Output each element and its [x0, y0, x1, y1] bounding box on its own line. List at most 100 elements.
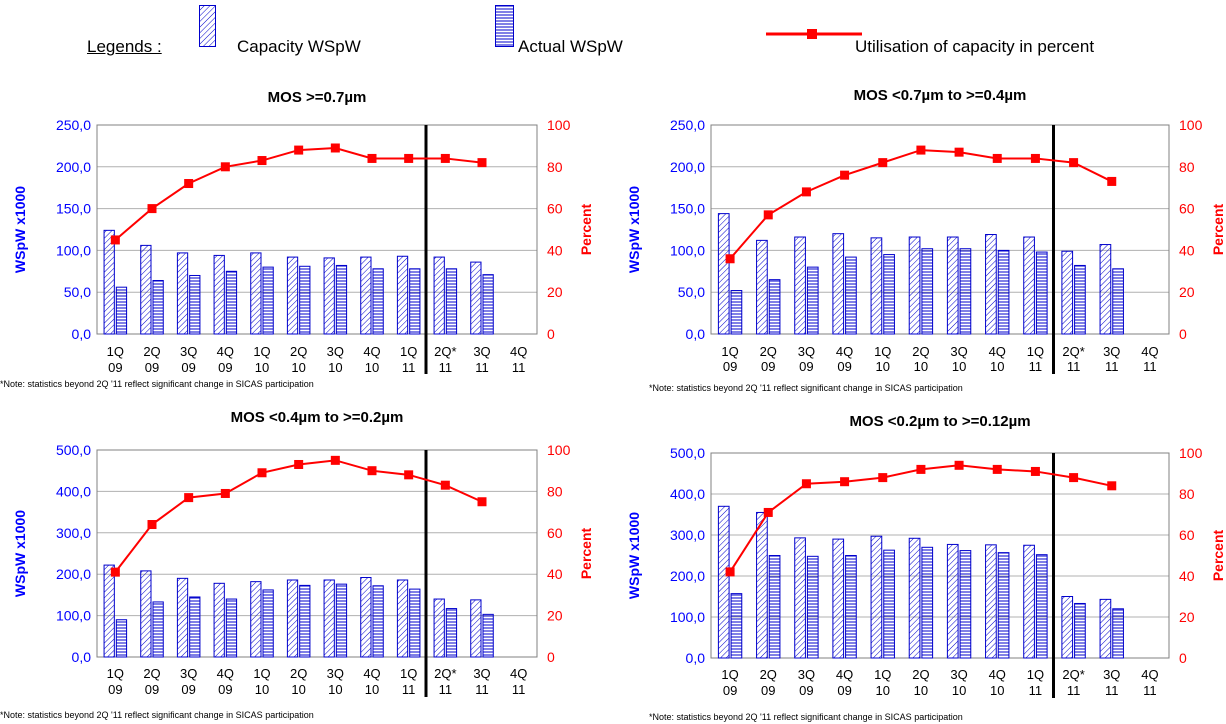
category-year-label: 11: [439, 682, 453, 697]
left-tick-label: 100,0: [56, 242, 91, 258]
utilisation-point: [147, 204, 157, 214]
category-label: 3Q: [327, 344, 344, 359]
actual-bar: [768, 279, 781, 335]
utilisation-point: [878, 158, 888, 168]
utilisation-point: [878, 473, 888, 483]
right-tick-label: 60: [547, 201, 563, 217]
right-tick-label: 40: [1179, 242, 1195, 258]
utilisation-point: [440, 480, 450, 490]
category-label: 2Q*: [1062, 344, 1084, 359]
category-year-label: 10: [914, 359, 928, 374]
capacity-bar: [1023, 236, 1035, 335]
category-year-label: 10: [255, 360, 269, 375]
category-year-label: 11: [1105, 359, 1119, 374]
chart-note: *Note: statistics beyond 2Q '11 reflect …: [649, 383, 963, 393]
category-label: 4Q: [510, 344, 527, 359]
category-year-label: 09: [799, 683, 813, 698]
right-tick-label: 20: [547, 284, 563, 300]
left-tick-label: 500,0: [670, 445, 705, 461]
capacity-bar: [717, 213, 730, 335]
right-tick-label: 100: [1179, 117, 1203, 133]
plot-frame: [710, 124, 1170, 335]
actual-bar: [921, 546, 934, 659]
plot-frame: [96, 124, 538, 335]
left-axis-title: WSpW x1000: [626, 512, 642, 599]
utilisation-point: [367, 466, 377, 476]
category-year-label: 11: [402, 682, 416, 697]
category-year-label: 09: [145, 360, 159, 375]
capacity-bar: [250, 581, 262, 658]
utilisation-point: [404, 470, 414, 480]
category-year-label: 09: [108, 682, 122, 697]
actual-bar: [335, 264, 348, 335]
utilisation-point: [257, 156, 267, 166]
capacity-bar: [286, 256, 299, 335]
right-tick-label: 60: [1179, 201, 1195, 217]
category-label: 3Q: [180, 666, 197, 681]
capacity-bar: [1061, 250, 1074, 335]
utilisation-point: [1030, 466, 1040, 476]
category-label: 1Q: [400, 666, 417, 681]
actual-bar: [806, 266, 819, 335]
category-year-label: 10: [952, 683, 966, 698]
category-label: 4Q: [989, 667, 1006, 682]
utilisation-point: [1069, 473, 1079, 483]
category-year-label: 09: [108, 360, 122, 375]
left-tick-label: 150,0: [670, 201, 705, 217]
utilisation-point: [916, 145, 926, 155]
capacity-bar: [832, 233, 845, 335]
category-year-label: 11: [1105, 683, 1119, 698]
capacity-bar: [1099, 598, 1112, 659]
left-tick-label: 0,0: [686, 326, 706, 342]
category-label: 3Q: [473, 666, 490, 681]
category-label: 2Q*: [434, 666, 456, 681]
capacity-bar: [103, 229, 115, 335]
category-year-label: 11: [1029, 359, 1043, 374]
left-tick-label: 100,0: [670, 242, 705, 258]
left-tick-label: 300,0: [56, 525, 91, 541]
actual-bar: [115, 619, 128, 658]
category-label: 4Q: [836, 667, 853, 682]
utilisation-point: [477, 158, 487, 168]
capacity-bar: [946, 236, 959, 335]
category-label: 3Q: [473, 344, 490, 359]
right-axis-title: Percent: [1210, 203, 1226, 255]
utilisation-point: [184, 493, 194, 503]
capacity-bar: [908, 236, 921, 335]
category-label: 1Q: [253, 666, 270, 681]
category-year-label: 09: [837, 683, 851, 698]
left-tick-label: 400,0: [56, 483, 91, 499]
capacity-bar: [103, 564, 115, 658]
chart-mos-0-7-to-0-4: MOS <0.7µm to >=0.4µm 0,0 0 50,0 20 100,0 40 15…: [614, 82, 1226, 393]
category-year-label: 10: [291, 682, 305, 697]
right-tick-label: 100: [547, 442, 571, 458]
category-year-label: 11: [1143, 683, 1157, 698]
category-label: 1Q: [1027, 667, 1044, 682]
utilisation-point: [220, 488, 230, 498]
left-tick-label: 300,0: [670, 527, 705, 543]
left-axis-title: WSpW x1000: [12, 510, 28, 597]
actual-bar: [1112, 608, 1124, 659]
capacity-bar: [946, 543, 959, 659]
capacity-bar: [213, 254, 225, 335]
category-label: 3Q: [1103, 667, 1120, 682]
utilisation-point: [801, 187, 811, 197]
right-tick-label: 0: [1179, 650, 1187, 666]
capacity-bar: [1099, 244, 1112, 335]
capacity-bar: [433, 256, 445, 335]
category-year-label: 09: [218, 682, 232, 697]
actual-bar: [959, 248, 972, 335]
category-label: 1Q: [1027, 344, 1044, 359]
actual-bar: [445, 608, 458, 658]
actual-bar: [1074, 602, 1086, 659]
capacity-bar: [213, 582, 225, 658]
left-tick-label: 100,0: [670, 609, 705, 625]
category-label: 2Q: [143, 344, 160, 359]
right-axis-title: Percent: [1210, 529, 1226, 581]
capacity-bar: [140, 244, 152, 335]
actual-bar: [372, 585, 384, 658]
actual-bar: [372, 268, 384, 335]
category-year-label: 10: [990, 359, 1004, 374]
utilisation-point: [840, 477, 850, 487]
right-axis-title: Percent: [578, 527, 594, 579]
